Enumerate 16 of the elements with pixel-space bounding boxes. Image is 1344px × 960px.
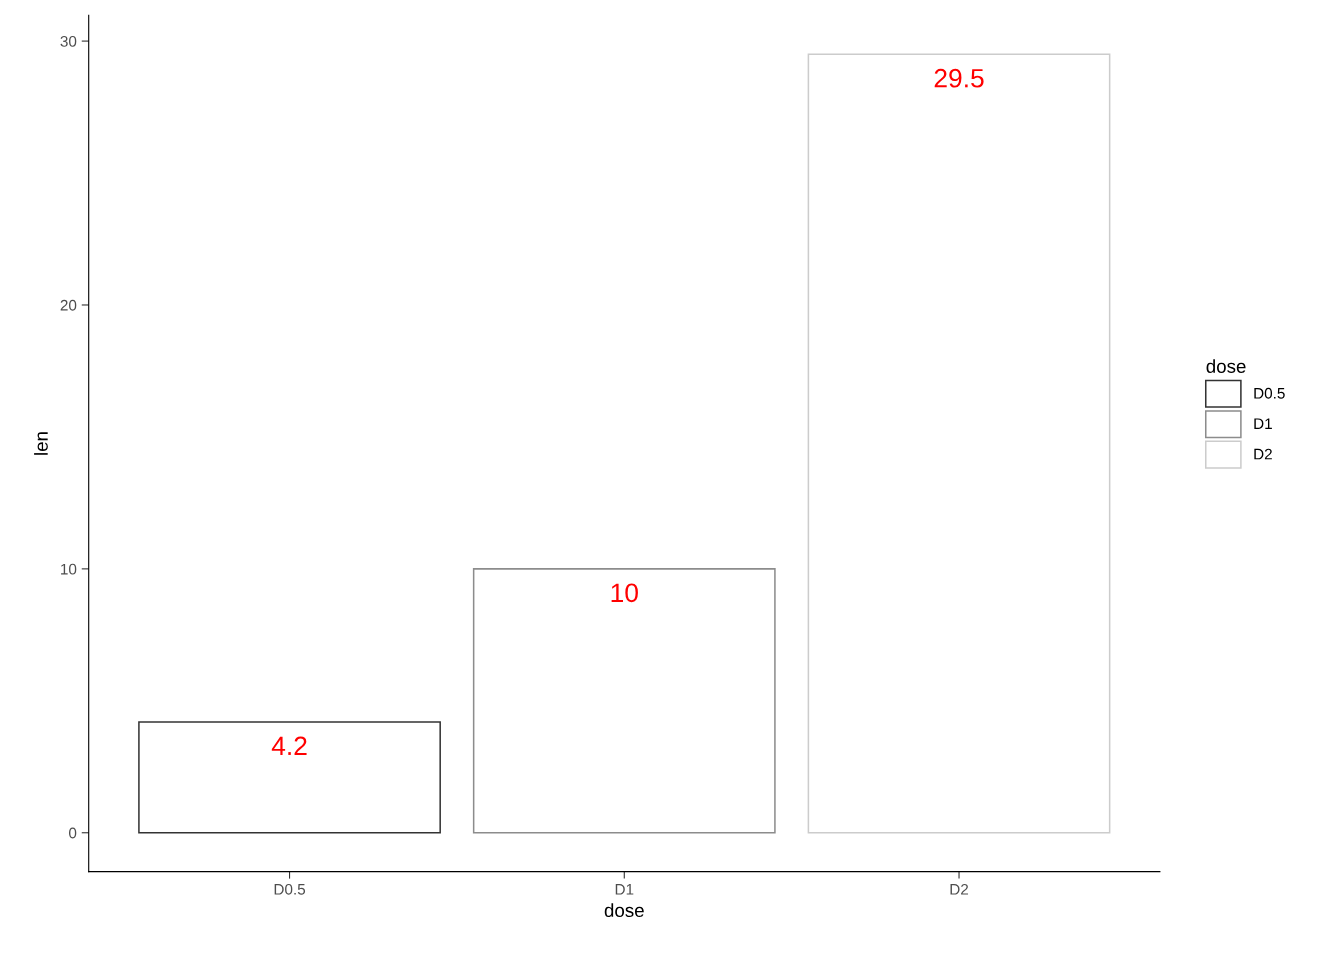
- y-tick-label: 30: [60, 35, 77, 47]
- x-axis-title: dose: [604, 903, 644, 918]
- legend-label: D1: [1254, 418, 1272, 429]
- y-tick-label: 20: [60, 299, 77, 311]
- y-axis-title: len: [34, 432, 48, 455]
- legend-label: D0.5: [1254, 387, 1285, 399]
- x-tick-label: D1: [615, 884, 634, 895]
- data-label: 29.5: [934, 68, 984, 88]
- data-label: 4.2: [271, 736, 307, 755]
- legend-label: D2: [1254, 448, 1272, 460]
- legend-title: dose: [1206, 359, 1246, 373]
- x-tick-label: D2: [950, 883, 969, 895]
- y-tick-label: 10: [61, 563, 77, 575]
- y-tick-label: 0: [69, 827, 77, 839]
- x-tick-label: D0.5: [274, 883, 306, 895]
- data-label: 10: [611, 583, 638, 603]
